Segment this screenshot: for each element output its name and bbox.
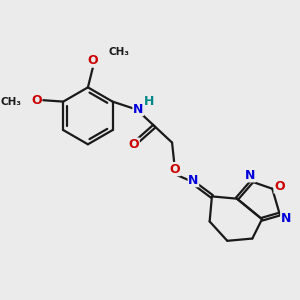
Text: N: N bbox=[281, 212, 291, 225]
Text: N: N bbox=[188, 174, 199, 187]
Text: CH₃: CH₃ bbox=[0, 97, 21, 106]
Text: O: O bbox=[31, 94, 42, 107]
Text: O: O bbox=[274, 180, 285, 193]
Text: H: H bbox=[143, 95, 154, 108]
Text: N: N bbox=[133, 103, 143, 116]
Text: CH₃: CH₃ bbox=[109, 47, 130, 57]
Text: O: O bbox=[129, 138, 139, 151]
Text: O: O bbox=[169, 163, 180, 176]
Text: O: O bbox=[88, 54, 98, 67]
Text: N: N bbox=[245, 169, 256, 182]
